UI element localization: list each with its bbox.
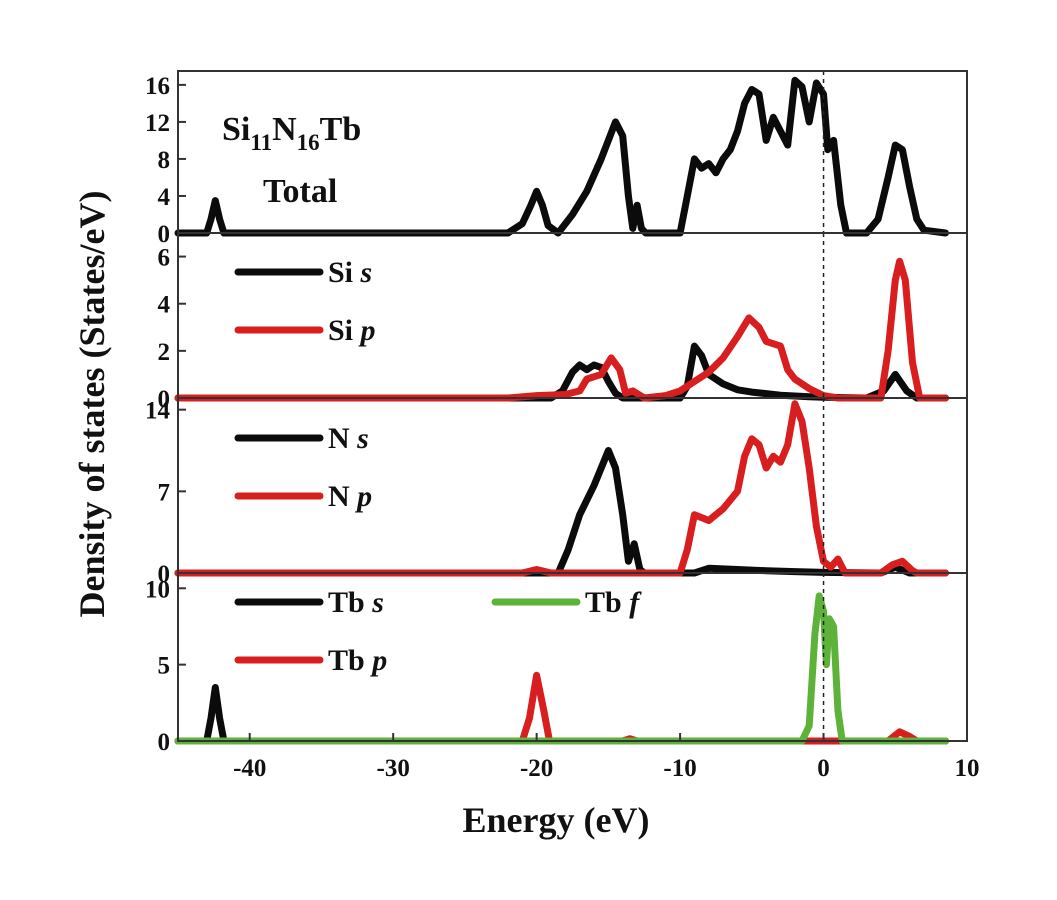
y-tick-label: 7: [158, 479, 171, 506]
x-tick-label: 10: [955, 755, 980, 782]
legend-label: N s: [328, 422, 369, 455]
legend-item-si-p: Si p: [234, 314, 376, 347]
y-tick-label: 0: [158, 386, 171, 413]
legend-label: N p: [328, 480, 372, 513]
panel-N: 0 7 14 N s N p: [145, 397, 968, 588]
legend-item-tb-s: Tb s: [234, 586, 384, 619]
y-tick-label: 14: [145, 398, 171, 425]
legend-label: Si s: [328, 256, 372, 289]
series-line-total: [174, 76, 949, 237]
y-axis-title-text: Density of states (States/eV): [72, 191, 112, 618]
y-tick-label: 2: [158, 339, 171, 366]
panel-Tb: 0 5 10 -40 -30 -20 -10 0 10 Tb s Tb p Tb f: [145, 572, 980, 782]
series-line-si-p: [174, 257, 949, 402]
x-axis-title: Energy (eV): [463, 800, 650, 840]
y-tick-label: 4: [158, 184, 171, 211]
y-tick-label: 8: [158, 147, 171, 174]
x-axis-title-text: Energy (eV): [463, 800, 650, 840]
panel-Si: 0 2 4 6 Si s Si p: [158, 232, 968, 413]
y-tick-label: 6: [158, 245, 171, 272]
series-line-tb-s: [174, 684, 949, 745]
legend-label: Tb s: [328, 586, 384, 619]
series-line-n-s: [174, 447, 949, 577]
legend-item-si-s: Si s: [234, 256, 372, 289]
legend-label: Si p: [328, 314, 376, 347]
y-tick-label: 12: [145, 110, 170, 137]
legend-label: Tb p: [328, 644, 387, 677]
y-tick-label: 4: [158, 292, 171, 319]
total-label: Total: [263, 173, 337, 210]
panel-total: 0 4 8 12 16 Si11N16Tb Total: [145, 70, 968, 248]
y-tick-label: 10: [145, 576, 170, 603]
x-tick-label: -10: [663, 755, 696, 782]
y-tick-label: 16: [145, 73, 170, 100]
y-tick-label: 5: [158, 653, 171, 680]
legend-item-tb-p: Tb p: [234, 644, 387, 677]
series-line-si-s: [174, 342, 949, 402]
x-tick-label: -40: [233, 755, 266, 782]
panel-frame: [177, 572, 968, 742]
y-tick-label: 0: [158, 561, 171, 588]
legend-item-n-p: N p: [234, 480, 372, 513]
series-line-tb-f: [174, 592, 949, 745]
series-line-n-p: [174, 400, 949, 577]
x-tick-label: -30: [377, 755, 410, 782]
y-tick-label: 0: [158, 221, 171, 248]
y-tick-label: 0: [158, 729, 171, 756]
legend-item-tb-f: Tb f: [491, 586, 642, 619]
x-tick-label: -20: [520, 755, 553, 782]
series-line-tb-p: [174, 671, 949, 745]
y-axis-title: Density of states (States/eV): [72, 191, 112, 618]
legend-item-n-s: N s: [234, 422, 369, 455]
formula-label: Si11N16Tb: [222, 111, 361, 155]
dos-panels: 0 4 8 12 16 Si11N16Tb Total 0 2 4 6 Si s Si p 0 7 14 N s…: [145, 70, 980, 782]
legend-label: Tb f: [585, 586, 642, 619]
x-tick-label: 0: [817, 755, 830, 782]
